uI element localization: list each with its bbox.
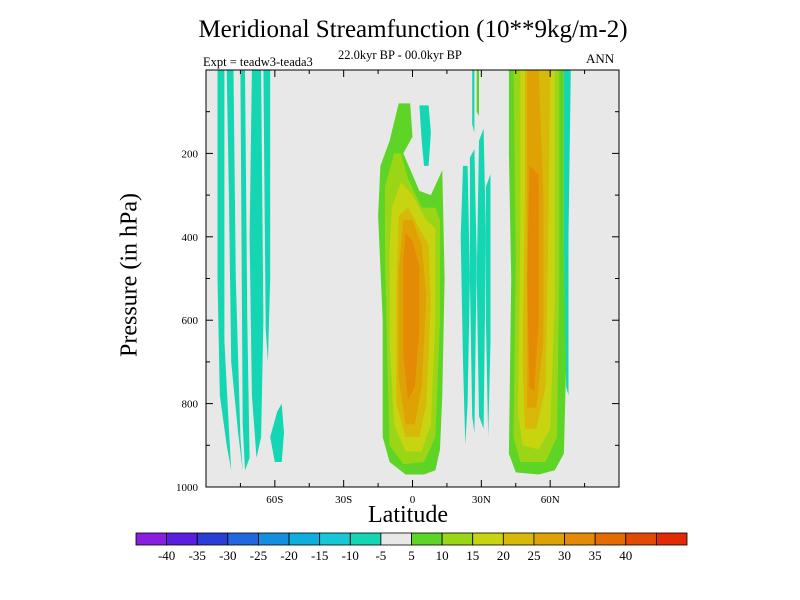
chart-subtitle: 22.0kyr BP - 00.0kyr BP	[338, 48, 462, 62]
x-tick-label: 30S	[335, 494, 352, 506]
colorbar: -40 -35 -30 -25 -20 -15 -10 -5 5 10 15 20 25 30 35 40	[135, 532, 688, 563]
y-tick-label: 1000	[176, 482, 199, 494]
x-axis-label: Latitude	[368, 502, 448, 528]
colorbar-swatch	[441, 532, 474, 546]
colorbar-swatch	[564, 532, 596, 546]
colorbar-label: -15	[311, 548, 328, 563]
y-tick-label: 200	[182, 148, 199, 160]
colorbar-label: 10	[436, 548, 449, 563]
experiment-label: Expt = teadw3-teada3	[203, 55, 313, 69]
contour-band-subtropics-3	[476, 128, 486, 429]
colorbar-swatch	[533, 532, 565, 546]
colorbar-swatch	[349, 532, 382, 546]
colorbar-swatch	[288, 532, 321, 546]
contour-strip-north-negative-1	[472, 70, 475, 133]
colorbar-label: -30	[219, 548, 236, 563]
colorbar-swatch	[502, 532, 535, 546]
contour-band-subtropics-2	[469, 149, 477, 433]
y-tick-label: 600	[182, 315, 199, 327]
colorbar-label: -5	[375, 548, 386, 563]
colorbar-label: 40	[619, 548, 632, 563]
axes: 60S 30S 0 30N 60N 200 400 600 800 1000	[176, 70, 620, 506]
colorbar-label: 35	[589, 548, 602, 563]
colorbar-swatch	[655, 532, 688, 546]
contour-band-southern-2	[226, 70, 243, 471]
colorbar-label: 15	[466, 548, 479, 563]
colorbar-swatch	[258, 532, 290, 546]
colorbar-swatch	[625, 532, 657, 546]
contour-strip-north-positive-2	[476, 70, 479, 116]
contour-blob-tropics-negative	[419, 105, 431, 166]
contour-fields	[217, 70, 571, 475]
colorbar-swatch	[411, 532, 443, 546]
colorbar-swatch	[319, 532, 351, 546]
x-tick-label: 60N	[541, 494, 560, 506]
contour-band-subtropics-1	[460, 165, 470, 446]
chart-title: Meridional Streamfunction (10**9kg/m-2)	[198, 16, 628, 43]
colorbar-label: -20	[280, 548, 297, 563]
contour-level-north-30	[527, 165, 539, 392]
colorbar-swatch	[594, 532, 627, 546]
contour-level-tropics-30	[403, 232, 420, 400]
colorbar-label: -25	[250, 548, 267, 563]
colorbar-swatch	[135, 532, 168, 546]
colorbar-label: -35	[189, 548, 206, 563]
x-tick-label: 60S	[266, 494, 283, 506]
contour-band-subtropics-4	[485, 174, 491, 438]
contour-band-southern-1	[217, 70, 232, 471]
colorbar-label: -40	[158, 548, 175, 563]
season-label: ANN	[586, 51, 615, 66]
contour-strip-north-negative-3	[563, 70, 571, 396]
colorbar-label: 25	[527, 548, 540, 563]
colorbar-swatch	[472, 532, 504, 546]
colorbar-label: -10	[342, 548, 359, 563]
colorbar-label: 30	[558, 548, 571, 563]
x-tick-label: 30N	[472, 494, 491, 506]
colorbar-swatch	[166, 532, 198, 546]
contour-blob-southern-6	[270, 403, 284, 462]
contour-band-southern-3	[240, 70, 250, 471]
x-tick-label: 0	[410, 494, 416, 506]
contour-band-southern-5	[263, 70, 271, 362]
y-tick-label: 800	[182, 399, 199, 411]
colorbar-swatch	[380, 532, 412, 546]
contour-band-southern-4	[249, 70, 264, 458]
y-tick-label: 400	[182, 232, 199, 244]
colorbar-label: 5	[408, 548, 415, 563]
colorbar-swatch	[196, 532, 229, 546]
colorbar-label: 20	[497, 548, 510, 563]
colorbar-swatch	[227, 532, 259, 546]
